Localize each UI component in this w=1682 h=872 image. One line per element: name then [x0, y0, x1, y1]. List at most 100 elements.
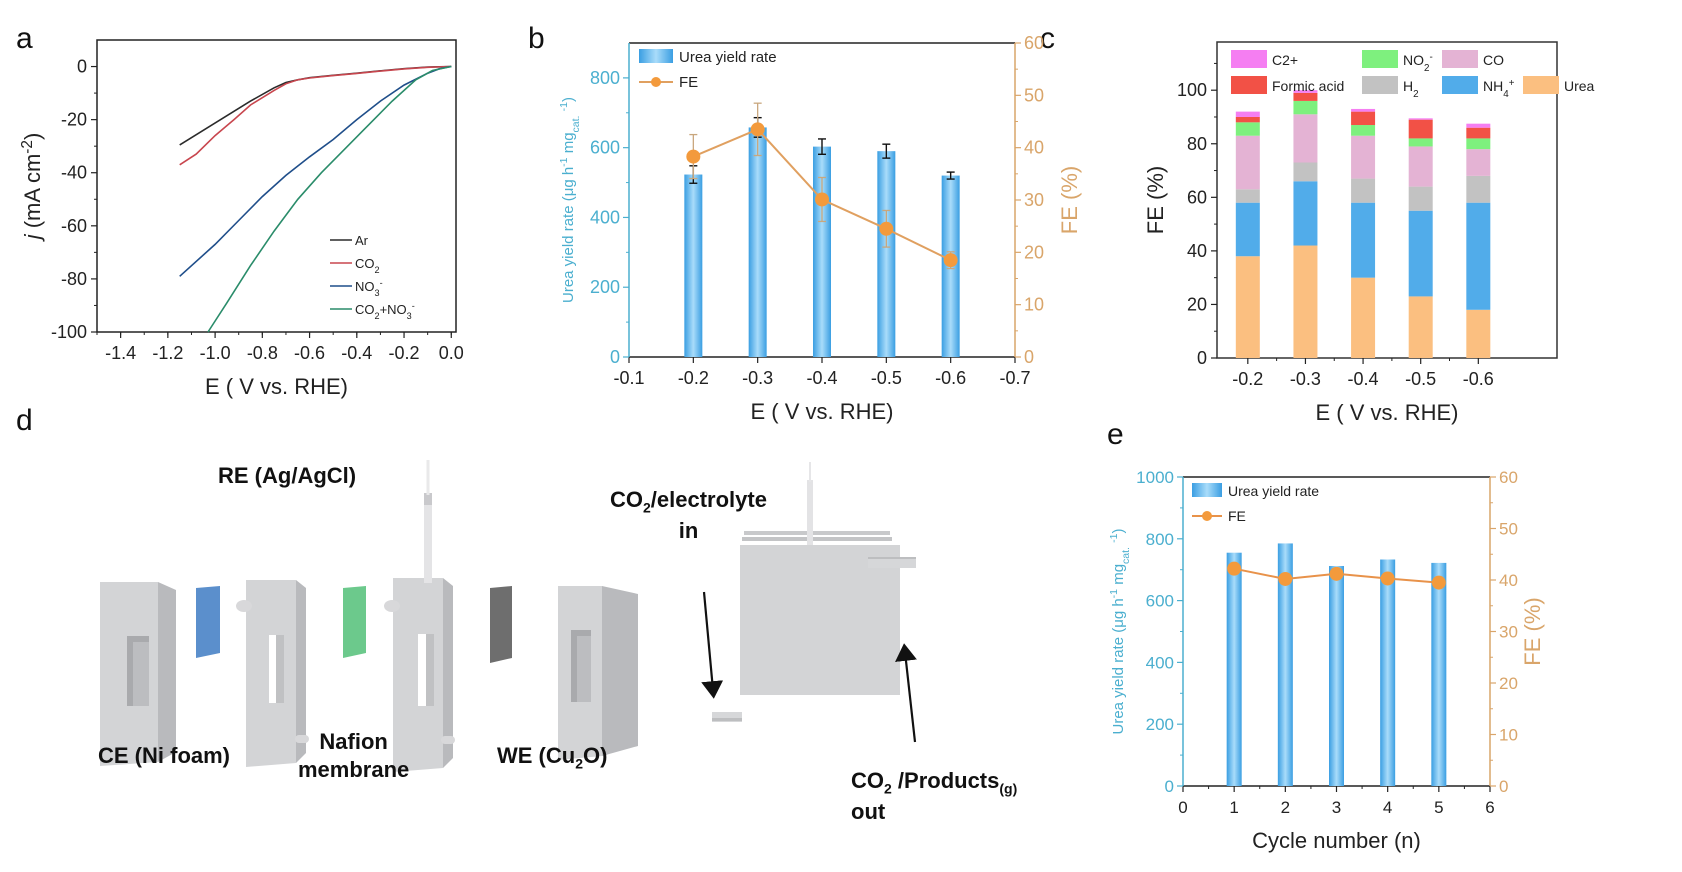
- diagram-we-plate: [558, 586, 638, 760]
- chart-c-legend-swatch: [1442, 76, 1478, 94]
- diagram-port-4: [441, 736, 455, 744]
- chart-b-legend-bar-label: Urea yield rate: [679, 49, 777, 66]
- diagram-nafion-membrane: [343, 586, 366, 658]
- chart-e-fe-point: [1431, 575, 1446, 590]
- chart-e-ytick-left-label: 1000: [1136, 468, 1174, 487]
- chart-b-fe-point: [879, 221, 894, 236]
- chart-a-ytick-label: -80: [61, 269, 87, 289]
- chart-a-series-co2-no3-: [207, 65, 452, 333]
- panel-letter-a: a: [16, 22, 33, 55]
- chart-c-segment-co: [1466, 149, 1491, 176]
- chart-c-segment-co: [1351, 135, 1376, 179]
- chart-a-legend-label-part: 3: [407, 311, 412, 321]
- chart-a-legend-label-part: 2: [375, 311, 380, 321]
- chart-c-xtick-label: -0.6: [1463, 369, 1494, 389]
- chart-b-ylabel-left-part: ): [560, 97, 577, 102]
- chart-e-xtick-label: 6: [1485, 798, 1494, 817]
- chart-c-legend-label: NO2-: [1403, 52, 1433, 74]
- chart-c-legend-label-part: Formic acid: [1272, 78, 1344, 94]
- chart-e-bar: [1380, 559, 1396, 786]
- chart-a-legend-label: CO2: [355, 256, 380, 275]
- chart-c-legend-swatch: [1231, 76, 1267, 94]
- chart-c-legend-label: Urea: [1564, 78, 1595, 94]
- chart-e-ytick-left-label: 400: [1146, 653, 1174, 672]
- chart-c-legend-swatch: [1231, 50, 1267, 68]
- chart-b-legend-fe-label: FE: [679, 74, 698, 91]
- label-inlet: CO2/electrolyte in: [610, 487, 767, 543]
- diagram-spacer-plate-2: [393, 578, 453, 772]
- label-reference-electrode: RE (Ag/AgCl): [218, 463, 357, 488]
- chart-c-legend-label-part: H: [1403, 78, 1413, 94]
- chart-b-fe-point: [686, 149, 701, 164]
- chart-b-ytick-left-label: 400: [590, 207, 620, 227]
- label-counter-electrode: CE (Ni foam): [98, 743, 230, 768]
- chart-c-segment-nh4-: [1235, 202, 1260, 257]
- chart-a-ylabel: j (mA cm-2): [19, 133, 46, 243]
- diagram-outlet-port-edge: [868, 557, 916, 559]
- diagram-reference-electrode-tube: [424, 493, 432, 583]
- chart-e-ytick-left-label: 600: [1146, 592, 1174, 611]
- chart-e-fe-point: [1380, 571, 1395, 586]
- chart-e-legend-bar-label: Urea yield rate: [1228, 483, 1319, 499]
- chart-c-segment-nh4-: [1293, 181, 1318, 246]
- chart-c-legend-swatch: [1523, 76, 1559, 94]
- chart-b-ylabel-left-part: cat.: [570, 116, 582, 133]
- chart-c-legend-label: C2+: [1272, 52, 1298, 68]
- chart-c-segment-no2-: [1235, 122, 1260, 136]
- chart-e-bar: [1329, 565, 1344, 786]
- chart-e-legend-fe-dot: [1202, 511, 1212, 521]
- chart-b-xtick-label: -0.4: [806, 368, 837, 388]
- chart-a-xtick-label: -1.0: [200, 343, 231, 363]
- chart-e-ylabel-left-part: cat.: [1120, 547, 1132, 564]
- chart-c-segment-c2-: [1351, 108, 1376, 112]
- chart-b-fe-point: [815, 192, 829, 207]
- chart-b-ytick-left-label: 200: [590, 277, 620, 297]
- chart-e-xtick-label: 0: [1178, 798, 1187, 817]
- chart-a-ylabel-part: -2: [19, 140, 36, 154]
- chart-c-legend-label-part: C2+: [1272, 52, 1298, 68]
- chart-e-ytick-left-label: 0: [1165, 777, 1174, 796]
- chart-a-legend-label-part: Ar: [355, 233, 369, 248]
- chart-c-segment-no2-: [1293, 100, 1318, 115]
- chart-c-segment-c2-: [1235, 111, 1260, 117]
- diagram-inlet-arrow: [701, 591, 724, 699]
- chart-b-fe-point: [750, 122, 765, 137]
- chart-c-ytick-label: 100: [1177, 80, 1207, 100]
- chart-e-ytick-right-label: 0: [1499, 777, 1508, 796]
- chart-c-xlabel: E ( V vs. RHE): [1315, 400, 1458, 425]
- chart-a-xtick-label: -0.6: [294, 343, 325, 363]
- chart-a-ytick-label: -40: [61, 163, 87, 183]
- chart-b-ytick-right-label: 20: [1024, 242, 1044, 262]
- chart-c-ylabel: FE (%): [1143, 166, 1168, 234]
- chart-a-legend-label-part: CO: [355, 302, 375, 317]
- chart-e-xlabel: Cycle number (n): [1252, 828, 1421, 853]
- chart-a-legend-label: Ar: [355, 233, 369, 248]
- chart-b-legend-fe-dot: [651, 77, 661, 87]
- chart-c-legend-swatch: [1362, 50, 1398, 68]
- diagram-reference-electrode-cap: [424, 493, 432, 505]
- chart-c-segment-c2-: [1408, 118, 1433, 120]
- chart-c-frame: [1216, 41, 1558, 359]
- label-nafion-membrane: Nafion membrane: [298, 729, 410, 782]
- chart-a-ytick-label: -60: [61, 216, 87, 236]
- chart-e-ylabel-right: FE (%): [1520, 597, 1545, 665]
- chart-c-segment-formic-acid: [1235, 116, 1260, 123]
- chart-e-ylabel-left-part: Urea yield rate (μg h: [1110, 598, 1127, 734]
- chart-b-ytick-right-label: 30: [1024, 190, 1044, 210]
- chart-e-cycling: 0 1 2 3 4 5 6020040060080010000102030405060Cyc…: [1108, 468, 1545, 853]
- chart-c-legend-label-part: NH: [1483, 78, 1503, 94]
- chart-e-ytick-right-label: 50: [1499, 520, 1518, 539]
- panel-letter-c: c: [1040, 22, 1055, 55]
- chart-c-segment-no2-: [1408, 138, 1433, 147]
- diagram-inlet-port: [712, 712, 742, 722]
- chart-b-xlabel: E ( V vs. RHE): [750, 399, 893, 424]
- chart-c-segment-nh4-: [1466, 202, 1491, 310]
- panel-letter-b: b: [528, 22, 545, 55]
- chart-a-xtick-label: -0.8: [247, 343, 278, 363]
- chart-c-xtick-label: -0.4: [1348, 369, 1379, 389]
- diagram-spacer-plate-2-side: [443, 578, 453, 768]
- chart-a-legend-label-part: NO: [355, 279, 375, 294]
- chart-a-ytick-label: -100: [51, 322, 87, 342]
- chart-c-legend-label-part: +: [1509, 78, 1515, 89]
- chart-c-segment-c2-: [1466, 123, 1491, 128]
